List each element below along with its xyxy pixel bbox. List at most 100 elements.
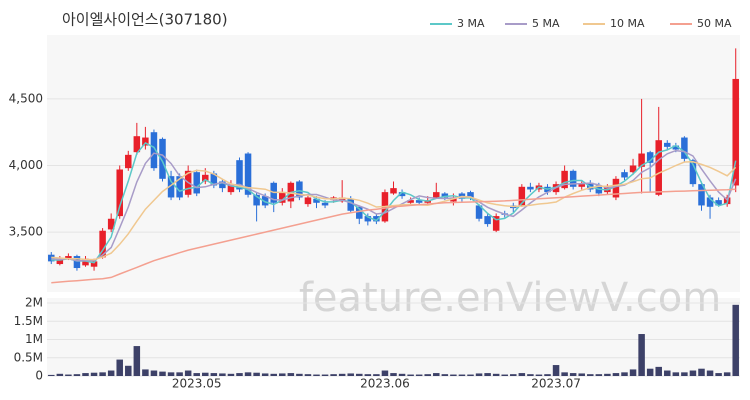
volume-bar: [723, 372, 731, 376]
volume-bar: [347, 373, 354, 376]
volume-bar: [107, 370, 115, 376]
volume-bar: [287, 373, 295, 376]
volume-bar: [176, 372, 183, 376]
volume-bar: [90, 372, 98, 376]
volume-bar: [56, 373, 64, 376]
volume-bar: [612, 373, 620, 376]
volume-bar: [261, 373, 269, 376]
volume-bar: [450, 374, 457, 376]
volume-bar: [279, 373, 286, 376]
volume-bar: [210, 373, 218, 376]
candle-body: [304, 197, 312, 205]
volume-bar: [492, 373, 500, 376]
y-tick-label: 4,000: [9, 158, 43, 172]
candle-body: [210, 173, 218, 186]
volume-bar: [330, 374, 337, 376]
volume-bar: [518, 373, 526, 376]
volume-bar: [116, 359, 123, 376]
volume-bar: [356, 373, 363, 376]
candle-body: [150, 132, 158, 169]
volume-bar: [193, 373, 200, 376]
candle-body: [672, 145, 680, 150]
volume-bar: [407, 374, 414, 376]
x-tick-label: 2023.07: [531, 377, 581, 391]
candle-body: [561, 170, 568, 189]
volume-bar: [672, 372, 680, 376]
volume-pane: [47, 298, 740, 376]
volume-bar: [689, 370, 697, 376]
candle-body: [219, 181, 226, 189]
volume-bar: [595, 374, 603, 376]
candle-body: [527, 186, 534, 190]
candle-body: [321, 202, 329, 206]
ma-line: [51, 149, 737, 262]
candle-body: [390, 188, 397, 194]
candle-body: [347, 198, 354, 211]
candle-body: [227, 184, 235, 193]
volume-bar: [441, 374, 449, 376]
volume-bar: [304, 374, 312, 376]
candle-body: [398, 192, 406, 197]
candle-body: [159, 138, 166, 179]
candle-body: [107, 218, 115, 230]
y-tick-label: 0: [35, 369, 43, 383]
volume-bar: [569, 373, 577, 376]
candle-body: [433, 192, 440, 198]
candle-body: [56, 258, 64, 265]
volume-bar: [415, 374, 423, 376]
candle-body: [65, 256, 72, 259]
candle-body: [244, 153, 252, 195]
volume-bar: [715, 373, 722, 376]
volume-bar: [390, 373, 397, 376]
volume-bar: [73, 374, 81, 376]
volume-bar: [535, 374, 543, 376]
candle-body: [73, 256, 81, 269]
candle-body: [202, 174, 209, 182]
ma-line: [51, 141, 737, 264]
candle-body: [193, 172, 200, 194]
volume-bar: [82, 373, 89, 376]
volume-bar: [338, 373, 346, 376]
volume-bar: [125, 365, 132, 376]
candle-body: [373, 216, 380, 222]
y-tick-label: 1.5M: [14, 314, 43, 328]
candle-body: [90, 261, 98, 267]
volume-bar: [48, 374, 55, 376]
legend-label: 5 MA: [532, 17, 560, 30]
volume-bar: [621, 372, 628, 376]
candle-body: [732, 78, 739, 186]
chart-title: 아이엘사이언스(307180): [62, 11, 228, 29]
volume-bar: [587, 374, 594, 376]
volume-bar: [732, 304, 739, 376]
volume-bar: [236, 373, 243, 376]
candle-body: [698, 184, 705, 206]
volume-bar: [184, 370, 192, 376]
volume-bar: [706, 370, 714, 376]
volume-bar: [219, 373, 226, 376]
x-tick-label: 2023.06: [360, 377, 410, 391]
candle-body: [253, 194, 260, 206]
candle-body: [82, 258, 89, 266]
volume-bar: [373, 374, 380, 376]
candle-body: [364, 216, 372, 222]
volume-bar: [364, 374, 372, 376]
volume-bar: [458, 374, 466, 376]
volume-bar: [321, 374, 329, 376]
volume-bar: [142, 369, 149, 376]
candle-body: [261, 196, 269, 206]
candle-body: [655, 140, 662, 195]
candle-body: [612, 178, 620, 198]
candle-body: [681, 137, 688, 159]
candle-body: [142, 137, 149, 146]
volume-bar: [65, 374, 72, 376]
candle-body: [518, 186, 526, 206]
volume-bar: [424, 374, 431, 376]
candle-body: [116, 169, 123, 217]
candle-body: [715, 200, 722, 206]
candle-body: [689, 160, 697, 185]
y-tick-label: 3,500: [9, 225, 43, 239]
candle-body: [638, 153, 645, 167]
volume-bar: [244, 372, 252, 376]
volume-bar: [698, 368, 705, 376]
